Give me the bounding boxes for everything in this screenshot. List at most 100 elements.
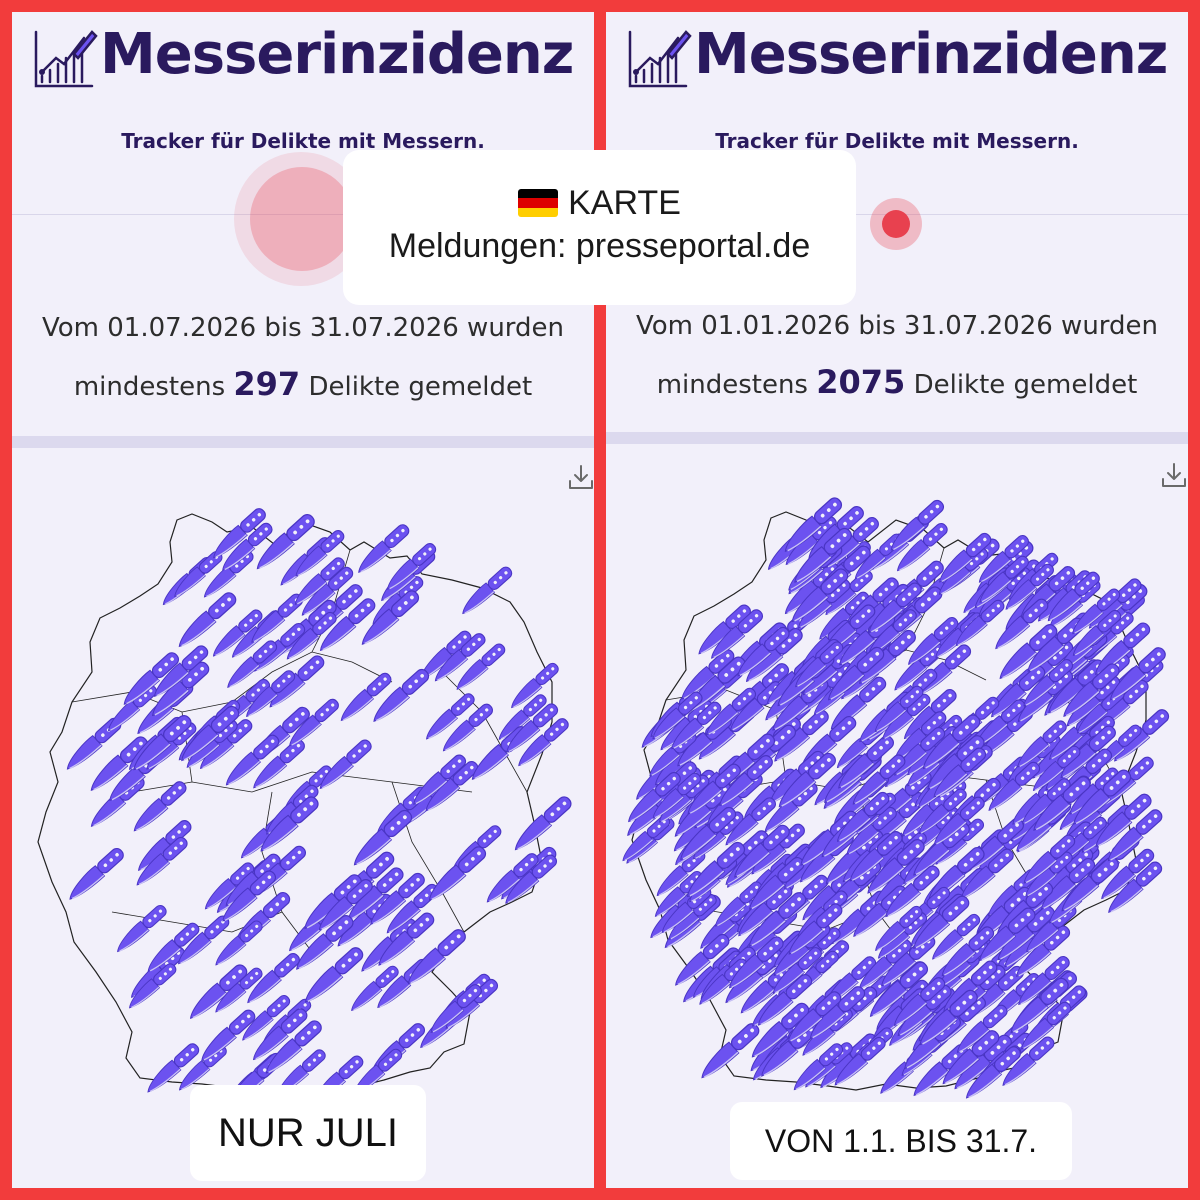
knife-marker-icon[interactable] <box>113 903 169 955</box>
knife-marker-icon[interactable] <box>934 546 990 598</box>
knife-marker-icon[interactable] <box>1103 807 1165 865</box>
knife-marker-icon[interactable] <box>667 700 724 753</box>
knife-marker-icon[interactable] <box>357 588 422 649</box>
knife-marker-icon[interactable] <box>760 780 820 836</box>
knife-marker-icon[interactable] <box>1018 776 1073 827</box>
knife-marker-icon[interactable] <box>1005 976 1071 1038</box>
knife-marker-icon[interactable] <box>974 533 1031 586</box>
knife-marker-icon[interactable] <box>1013 719 1069 771</box>
knife-marker-icon[interactable] <box>1091 792 1155 851</box>
knife-marker-icon[interactable] <box>185 962 250 1023</box>
knife-marker-icon[interactable] <box>756 1020 820 1080</box>
knife-marker-icon[interactable] <box>984 760 1043 815</box>
knife-marker-icon[interactable] <box>502 701 561 756</box>
knife-marker-icon[interactable] <box>918 712 983 773</box>
knife-marker-icon[interactable] <box>104 683 160 735</box>
knife-marker-icon[interactable] <box>702 686 758 739</box>
knife-marker-icon[interactable] <box>209 608 265 660</box>
knife-marker-icon[interactable] <box>1068 587 1122 638</box>
knife-marker-icon[interactable] <box>915 787 969 838</box>
knife-marker-icon[interactable] <box>514 716 571 769</box>
knife-marker-icon[interactable] <box>248 1006 310 1064</box>
knife-marker-icon[interactable] <box>347 964 401 1014</box>
knife-marker-icon[interactable] <box>424 844 489 904</box>
knife-marker-icon[interactable] <box>998 1035 1057 1090</box>
knife-marker-icon[interactable] <box>252 512 318 573</box>
knife-marker-icon[interactable] <box>1021 850 1075 900</box>
knife-marker-icon[interactable] <box>865 959 931 1021</box>
knife-marker-icon[interactable] <box>833 733 896 792</box>
knife-marker-icon[interactable] <box>209 506 269 562</box>
knife-marker-icon[interactable] <box>664 892 719 943</box>
knife-marker-icon[interactable] <box>747 822 808 879</box>
knife-marker-icon[interactable] <box>452 642 507 693</box>
knife-marker-icon[interactable] <box>458 565 515 618</box>
knife-marker-icon[interactable] <box>886 498 946 554</box>
knife-marker-icon[interactable] <box>510 794 574 854</box>
knife-marker-icon[interactable] <box>908 820 972 880</box>
knife-marker-icon[interactable] <box>354 522 412 576</box>
knife-marker-icon[interactable] <box>791 640 846 691</box>
knife-marker-icon[interactable] <box>403 927 469 988</box>
knife-marker-icon[interactable] <box>1068 767 1134 828</box>
knife-marker-icon[interactable] <box>898 785 957 840</box>
knife-marker-icon[interactable] <box>928 912 983 963</box>
knife-marker-icon[interactable] <box>200 861 256 913</box>
knife-marker-icon[interactable] <box>798 1006 855 1059</box>
knife-marker-icon[interactable] <box>1103 860 1164 917</box>
knife-marker-icon[interactable] <box>242 668 298 720</box>
knife-marker-icon[interactable] <box>675 805 738 864</box>
knife-marker-icon[interactable] <box>430 631 488 685</box>
knife-marker-icon[interactable] <box>805 984 868 1043</box>
knife-marker-icon[interactable] <box>149 643 211 700</box>
knife-marker-icon[interactable] <box>218 521 275 574</box>
knife-marker-icon[interactable] <box>255 794 321 855</box>
knife-marker-icon[interactable] <box>300 945 366 1007</box>
knife-marker-icon[interactable] <box>889 975 947 1029</box>
knife-marker-icon[interactable] <box>623 770 683 826</box>
knife-marker-icon[interactable] <box>854 937 914 993</box>
knife-marker-icon[interactable] <box>821 568 875 618</box>
knife-marker-icon[interactable] <box>878 692 933 743</box>
knife-marker-icon[interactable] <box>285 697 341 750</box>
knife-marker-icon[interactable] <box>1019 657 1075 710</box>
knife-marker-icon[interactable] <box>221 733 282 790</box>
knife-marker-icon[interactable] <box>975 554 1031 606</box>
knife-marker-icon[interactable] <box>711 880 765 930</box>
knife-marker-icon[interactable] <box>199 548 255 601</box>
knife-marker-icon[interactable] <box>784 901 845 958</box>
knife-marker-icon[interactable] <box>871 904 925 954</box>
knife-marker-icon[interactable] <box>368 667 431 726</box>
knife-marker-icon[interactable] <box>218 868 279 925</box>
knife-marker-icon[interactable] <box>864 581 924 637</box>
knife-marker-icon[interactable] <box>86 734 151 795</box>
knife-marker-icon[interactable] <box>426 982 484 1036</box>
knife-marker-icon[interactable] <box>826 675 889 734</box>
knife-marker-icon[interactable] <box>881 863 943 920</box>
knife-marker-icon[interactable] <box>126 944 187 1001</box>
knife-marker-icon[interactable] <box>648 771 703 822</box>
knife-marker-icon[interactable] <box>125 962 179 1012</box>
knife-marker-icon[interactable] <box>935 531 994 586</box>
knife-marker-icon[interactable] <box>422 691 477 742</box>
knife-marker-icon[interactable] <box>507 661 561 711</box>
knife-marker-icon[interactable] <box>315 738 374 793</box>
knife-marker-icon[interactable] <box>747 1001 812 1062</box>
knife-marker-icon[interactable] <box>382 882 441 937</box>
knife-marker-icon[interactable] <box>780 495 845 556</box>
knife-marker-icon[interactable] <box>823 645 887 704</box>
knife-marker-icon[interactable] <box>862 837 927 898</box>
knife-marker-icon[interactable] <box>789 1041 845 1093</box>
knife-marker-icon[interactable] <box>729 823 792 882</box>
knife-marker-icon[interactable] <box>282 610 339 663</box>
knife-marker-icon[interactable] <box>670 932 732 989</box>
knife-marker-icon[interactable] <box>952 1003 1009 1057</box>
knife-marker-icon[interactable] <box>991 597 1051 653</box>
knife-marker-icon[interactable] <box>706 607 765 662</box>
knife-marker-icon[interactable] <box>143 1041 202 1096</box>
knife-marker-icon[interactable] <box>715 753 776 810</box>
knife-marker-icon[interactable] <box>238 993 292 1044</box>
knife-marker-icon[interactable] <box>65 846 127 904</box>
knife-marker-icon[interactable] <box>174 590 239 651</box>
knife-marker-icon[interactable] <box>265 653 327 711</box>
